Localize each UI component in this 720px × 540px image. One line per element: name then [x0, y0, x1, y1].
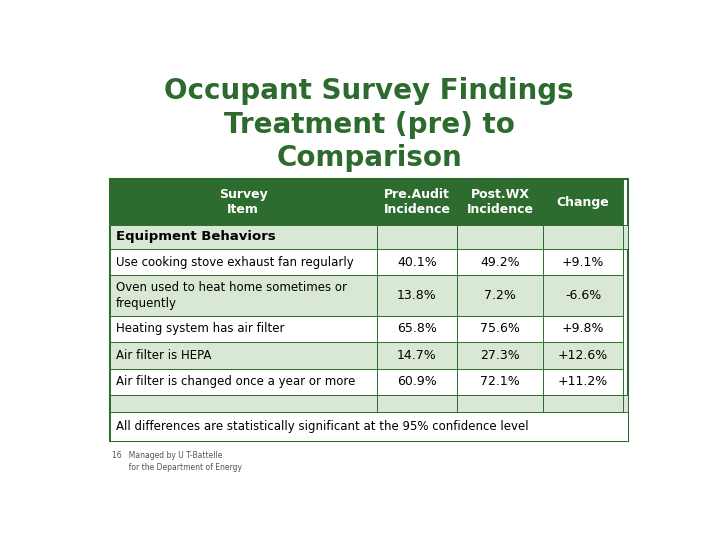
Text: Heating system has air filter: Heating system has air filter	[116, 322, 284, 335]
Bar	[457, 342, 543, 369]
Text: Occupant Survey Findings
Treatment (pre) to
Comparison: Occupant Survey Findings Treatment (pre)…	[164, 77, 574, 172]
Bar	[109, 225, 629, 249]
Text: 7.2%: 7.2%	[484, 289, 516, 302]
Bar	[377, 369, 457, 395]
Bar	[457, 249, 543, 275]
Bar	[543, 316, 624, 342]
Bar	[457, 342, 543, 369]
Text: Air filter is HEPA: Air filter is HEPA	[116, 349, 212, 362]
Text: Air filter is changed once a year or more: Air filter is changed once a year or mor…	[116, 375, 356, 388]
Text: Survey
Item: Survey Item	[219, 188, 268, 217]
Bar	[377, 249, 457, 275]
Bar	[109, 369, 377, 395]
Bar	[377, 249, 457, 275]
Text: Equipment Behaviors: Equipment Behaviors	[116, 231, 276, 244]
Bar	[377, 225, 457, 249]
Bar	[543, 369, 624, 395]
Bar	[377, 316, 457, 342]
Bar	[543, 342, 624, 369]
Bar	[377, 316, 457, 342]
Text: -6.6%: -6.6%	[565, 289, 601, 302]
Bar	[543, 275, 624, 316]
Text: 75.6%: 75.6%	[480, 322, 520, 335]
Text: Oven used to heat home sometimes or
frequently: Oven used to heat home sometimes or freq…	[116, 281, 347, 310]
Text: Use cooking stove exhaust fan regularly: Use cooking stove exhaust fan regularly	[116, 255, 354, 268]
Bar	[109, 179, 629, 441]
Bar	[377, 395, 457, 412]
Bar	[377, 342, 457, 369]
Text: 13.8%: 13.8%	[397, 289, 437, 302]
Bar	[457, 369, 543, 395]
Text: 14.7%: 14.7%	[397, 349, 437, 362]
Bar	[457, 225, 543, 249]
Text: Change: Change	[557, 195, 609, 208]
Bar	[457, 395, 543, 412]
Bar	[109, 369, 377, 395]
Text: 60.9%: 60.9%	[397, 375, 437, 388]
Text: 65.8%: 65.8%	[397, 322, 437, 335]
Bar	[109, 249, 377, 275]
Bar	[377, 179, 457, 225]
Text: +11.2%: +11.2%	[558, 375, 608, 388]
Bar	[377, 179, 457, 225]
Bar	[109, 275, 377, 316]
Bar	[109, 395, 629, 412]
Bar	[109, 342, 377, 369]
Bar	[377, 369, 457, 395]
Bar	[377, 275, 457, 316]
Bar	[109, 225, 629, 249]
Bar	[543, 369, 624, 395]
Bar	[109, 179, 377, 225]
Bar	[543, 275, 624, 316]
Bar	[109, 275, 377, 316]
Bar	[377, 275, 457, 316]
Bar	[109, 316, 377, 342]
Bar	[457, 179, 543, 225]
Text: All differences are statistically significant at the 95% confidence level: All differences are statistically signif…	[116, 420, 529, 433]
Bar	[457, 316, 543, 342]
Bar	[543, 249, 624, 275]
Bar	[109, 395, 629, 412]
Bar	[109, 316, 377, 342]
Bar	[457, 249, 543, 275]
Text: +9.8%: +9.8%	[562, 322, 604, 335]
Bar	[457, 316, 543, 342]
Text: Post.WX
Incidence: Post.WX Incidence	[467, 188, 534, 217]
Bar	[457, 179, 543, 225]
Text: +9.1%: +9.1%	[562, 255, 604, 268]
Bar	[457, 369, 543, 395]
Bar	[109, 412, 629, 441]
Bar	[543, 316, 624, 342]
Bar	[543, 225, 624, 249]
Text: Pre.Audit
Incidence: Pre.Audit Incidence	[384, 188, 451, 217]
Text: 16   Managed by U T-Battelle
       for the Department of Energy: 16 Managed by U T-Battelle for the Depar…	[112, 451, 243, 472]
Bar	[457, 275, 543, 316]
Bar	[543, 179, 624, 225]
Bar	[457, 275, 543, 316]
Text: 27.3%: 27.3%	[480, 349, 520, 362]
Text: 40.1%: 40.1%	[397, 255, 437, 268]
Text: 72.1%: 72.1%	[480, 375, 520, 388]
Bar	[109, 342, 377, 369]
Bar	[543, 179, 624, 225]
Text: +12.6%: +12.6%	[558, 349, 608, 362]
Bar	[543, 249, 624, 275]
Bar	[109, 179, 377, 225]
Text: 49.2%: 49.2%	[480, 255, 520, 268]
Bar	[543, 395, 624, 412]
Bar	[109, 412, 629, 441]
Bar	[109, 249, 377, 275]
Bar	[377, 342, 457, 369]
Bar	[543, 342, 624, 369]
